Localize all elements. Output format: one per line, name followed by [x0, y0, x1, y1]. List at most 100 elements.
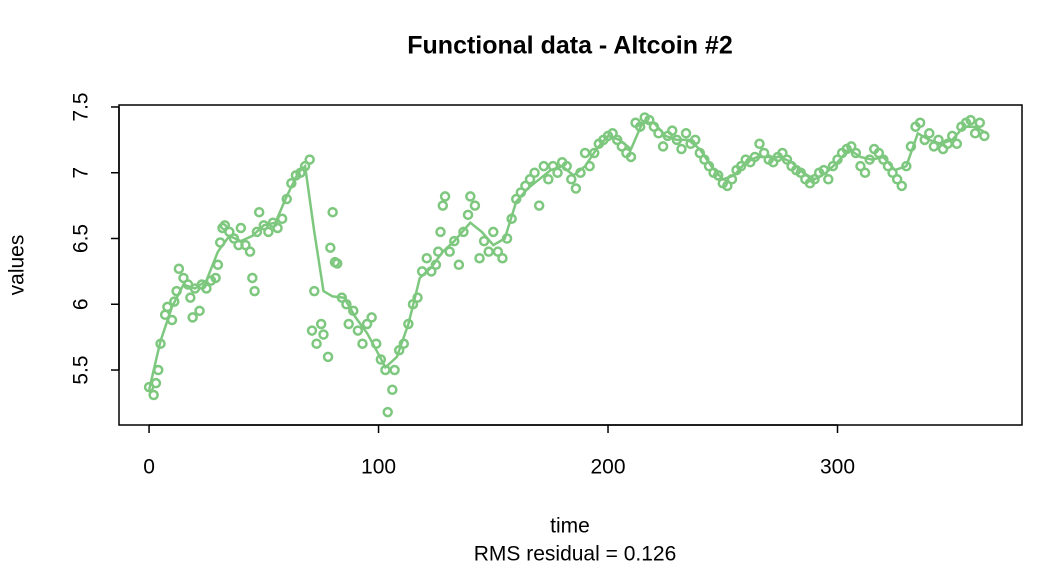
data-point: [210, 272, 221, 284]
data-point: [850, 147, 862, 159]
data-point: [375, 354, 387, 365]
data-point: [855, 160, 866, 172]
y-tick-label: 7.5: [70, 92, 93, 121]
data-point: [478, 235, 490, 247]
data-point: [272, 222, 283, 234]
data-point: [173, 263, 185, 274]
data-point: [901, 160, 912, 172]
chart-title: Functional data - Altcoin #2: [407, 32, 733, 60]
data-point: [465, 191, 476, 202]
data-point: [322, 351, 334, 363]
data-point: [543, 174, 554, 185]
data-point: [644, 114, 655, 126]
y-tick-label: 7: [70, 167, 93, 179]
data-point: [249, 285, 260, 297]
data-point: [185, 292, 196, 303]
y-axis-label: values: [6, 235, 29, 296]
data-point: [309, 285, 320, 297]
data-point: [253, 206, 265, 218]
data-point: [458, 226, 469, 238]
data-point: [483, 246, 494, 257]
data-point: [393, 345, 405, 356]
data-point: [325, 242, 336, 253]
data-point: [809, 174, 820, 185]
data-point: [421, 252, 432, 264]
data-point: [474, 252, 485, 264]
data-point: [352, 325, 364, 336]
data-point: [754, 138, 765, 150]
data-point: [412, 292, 423, 303]
y-tick-label: 6: [70, 298, 93, 310]
data-point: [187, 312, 198, 323]
data-point: [387, 384, 398, 396]
data-point: [194, 305, 205, 317]
data-point: [965, 114, 976, 126]
data-point: [891, 174, 903, 185]
data-point: [538, 160, 550, 172]
data-point: [311, 338, 322, 349]
data-point: [924, 128, 935, 139]
data-point: [361, 318, 373, 330]
data-point: [859, 167, 871, 178]
data-point: [169, 296, 180, 307]
data-point: [579, 147, 591, 159]
data-point: [524, 174, 536, 185]
smooth-line: [147, 121, 988, 391]
x-tick-label: 300: [820, 456, 855, 479]
data-point: [366, 312, 377, 323]
data-point: [625, 151, 637, 163]
data-point: [676, 143, 687, 155]
data-point: [878, 154, 889, 165]
x-axis-label: time: [550, 515, 590, 538]
data-point: [318, 329, 329, 340]
data-point: [497, 252, 508, 264]
data-point: [896, 180, 908, 192]
data-point: [327, 206, 338, 218]
data-point: [974, 117, 986, 129]
data-point: [201, 283, 212, 294]
data-point: [589, 147, 600, 159]
data-point: [722, 180, 733, 192]
data-point: [178, 272, 189, 284]
data-point: [914, 117, 926, 129]
x-tick-label: 200: [590, 456, 625, 479]
y-tick-label: 5.5: [70, 355, 93, 384]
data-point: [680, 128, 692, 139]
data-point: [462, 209, 474, 221]
data-point: [240, 239, 251, 251]
data-point: [247, 272, 258, 284]
data-point: [969, 128, 981, 139]
data-point: [263, 226, 274, 238]
data-point: [306, 325, 318, 336]
data-point: [469, 200, 481, 211]
data-point: [529, 167, 540, 178]
data-point: [823, 174, 834, 185]
data-point: [735, 160, 747, 172]
data-point: [150, 377, 162, 389]
data-point: [453, 259, 465, 271]
data-point: [657, 141, 669, 152]
data-point: [951, 138, 963, 150]
data-point: [244, 246, 256, 257]
plot-frame: [118, 104, 1023, 426]
data-point: [343, 318, 354, 330]
x-tick-label: 0: [143, 456, 155, 479]
data-point: [570, 183, 582, 194]
data-point: [331, 258, 343, 269]
data-point: [389, 364, 400, 376]
data-point: [444, 246, 455, 257]
data-point: [533, 200, 545, 211]
data-point: [435, 226, 446, 238]
data-point: [295, 167, 306, 178]
data-point: [488, 226, 499, 238]
data-point: [315, 318, 327, 330]
data-point: [148, 389, 159, 401]
y-tick-label: 6.5: [70, 224, 93, 253]
data-point: [235, 222, 247, 234]
data-point: [712, 170, 724, 181]
x-tick-label: 100: [361, 456, 396, 479]
data-point: [219, 220, 231, 231]
data-point: [439, 191, 451, 202]
data-point: [437, 200, 449, 211]
